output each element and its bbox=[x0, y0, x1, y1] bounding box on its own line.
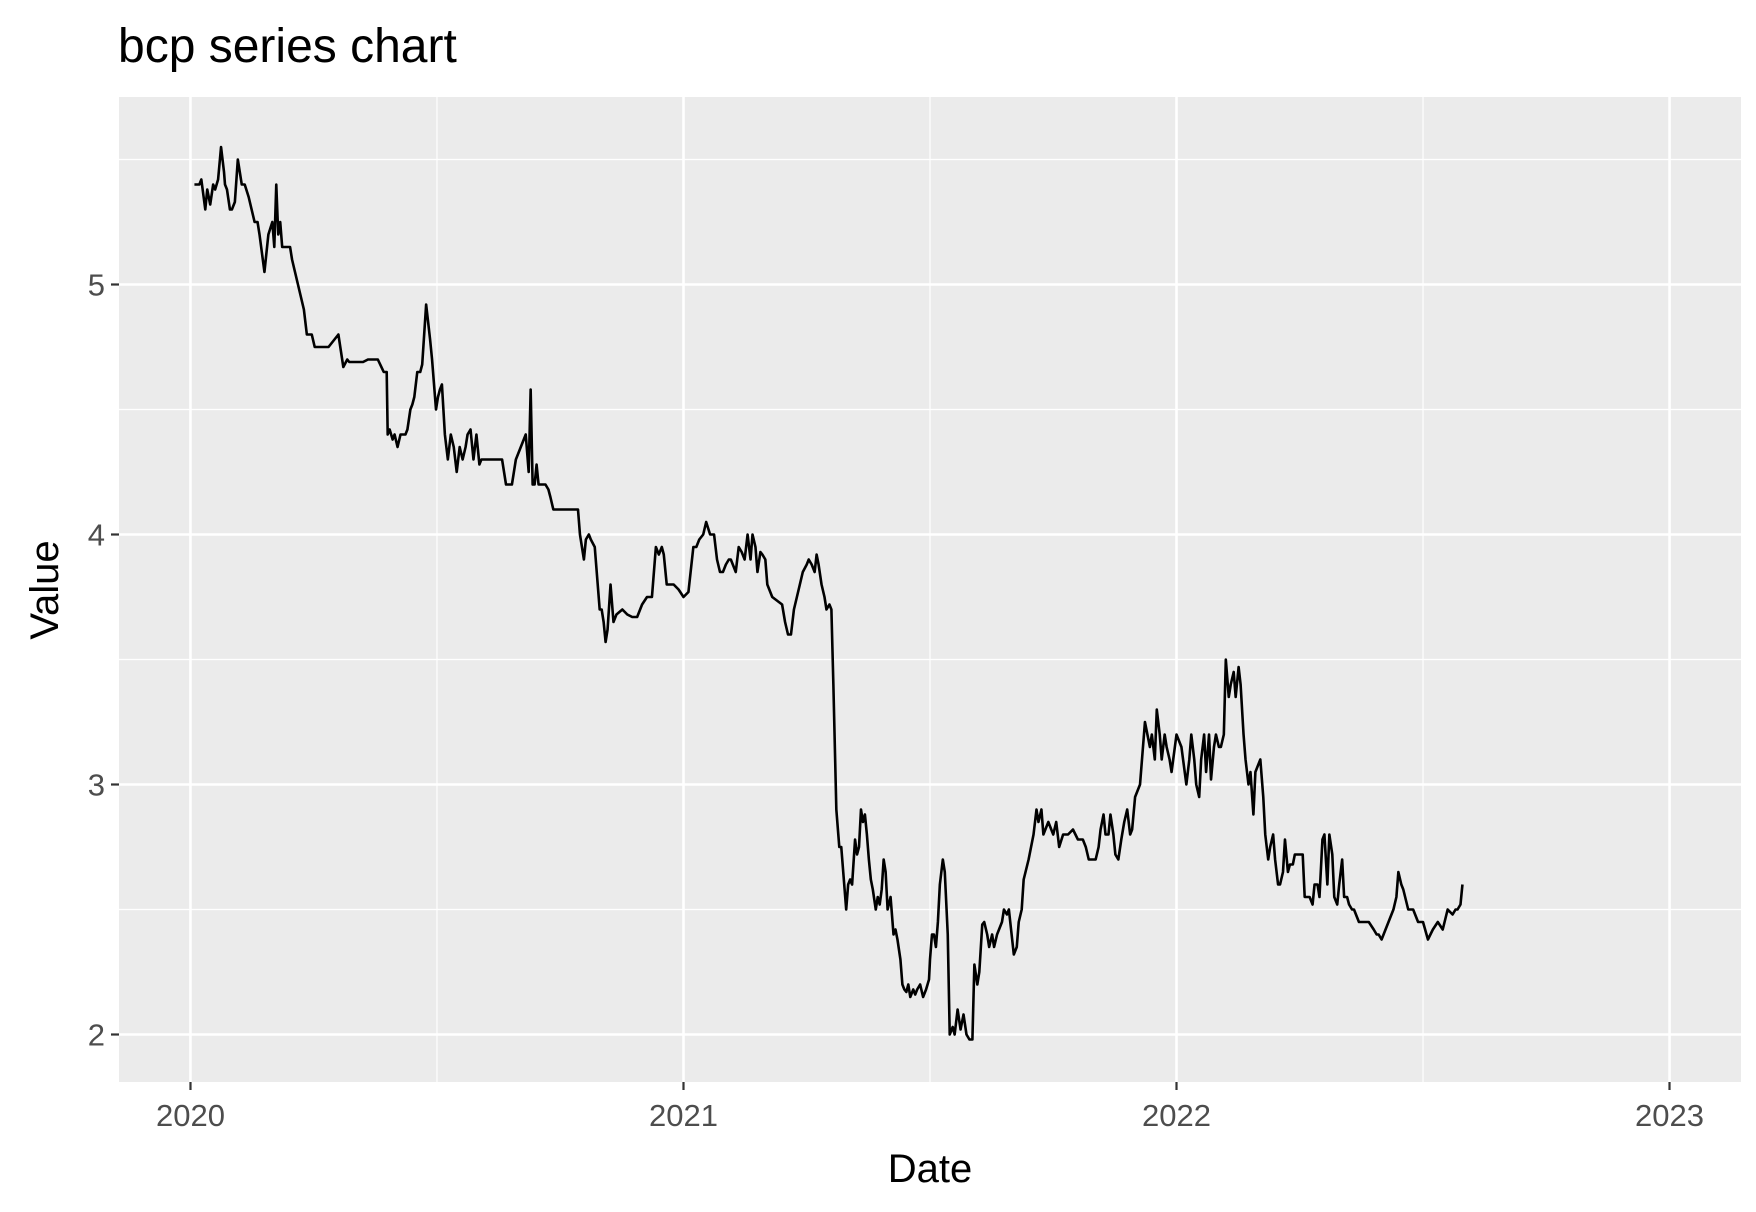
y-tick-label: 4 bbox=[88, 518, 105, 553]
y-tick-label: 5 bbox=[88, 268, 105, 303]
x-tick-label: 2021 bbox=[649, 1098, 718, 1133]
series-layer bbox=[194, 145, 1464, 1041]
x-tick-label: 2022 bbox=[1142, 1098, 1211, 1133]
major-gridlines bbox=[119, 97, 1741, 1082]
x-axis: 2020 2021 2022 2023 bbox=[156, 1082, 1704, 1133]
y-axis: 2 3 4 5 bbox=[88, 268, 119, 1053]
x-axis-title: Date bbox=[888, 1147, 973, 1191]
chart-title: bcp series chart bbox=[118, 20, 457, 73]
y-tick-label: 2 bbox=[88, 1018, 105, 1053]
y-axis-title: Value bbox=[23, 540, 67, 639]
x-tick-label: 2020 bbox=[156, 1098, 225, 1133]
x-tick-label: 2023 bbox=[1635, 1098, 1704, 1133]
y-tick-label: 3 bbox=[88, 768, 105, 803]
series-line-bcp bbox=[194, 145, 1464, 1041]
minor-gridlines bbox=[119, 97, 1741, 1082]
